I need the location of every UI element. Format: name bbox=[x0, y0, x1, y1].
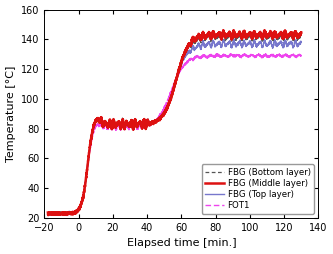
FBG (Top layer) bbox=[90, 132, 94, 135]
Line: FBG (Middle layer): FBG (Middle layer) bbox=[48, 30, 301, 215]
FBG (Top layer) bbox=[294, 42, 298, 45]
FBG (Middle layer) bbox=[143, 123, 147, 126]
FBG (Top layer) bbox=[299, 41, 303, 44]
FBG (Middle layer) bbox=[299, 31, 303, 34]
FBG (Top layer) bbox=[154, 120, 158, 123]
Line: FOT1: FOT1 bbox=[48, 54, 301, 215]
FBG (Bottom layer) bbox=[54, 214, 58, 217]
FBG (Bottom layer) bbox=[75, 210, 79, 213]
FBG (Top layer) bbox=[232, 38, 236, 41]
Line: FBG (Top layer): FBG (Top layer) bbox=[48, 39, 301, 215]
FBG (Bottom layer) bbox=[143, 123, 147, 126]
Y-axis label: Temperature [°C]: Temperature [°C] bbox=[6, 66, 16, 162]
FOT1 bbox=[299, 53, 303, 56]
FBG (Top layer) bbox=[267, 42, 271, 45]
Legend: FBG (Bottom layer), FBG (Middle layer), FBG (Top layer), FOT1: FBG (Bottom layer), FBG (Middle layer), … bbox=[202, 164, 314, 214]
FBG (Bottom layer) bbox=[90, 132, 94, 135]
FBG (Bottom layer) bbox=[154, 119, 158, 122]
FOT1 bbox=[267, 55, 271, 58]
FBG (Bottom layer) bbox=[294, 35, 298, 38]
FBG (Top layer) bbox=[75, 209, 79, 212]
FBG (Top layer) bbox=[46, 212, 50, 215]
FOT1 bbox=[294, 55, 298, 58]
FBG (Top layer) bbox=[143, 123, 147, 126]
FOT1 bbox=[283, 52, 287, 55]
FBG (Middle layer) bbox=[46, 214, 50, 217]
FBG (Bottom layer) bbox=[242, 31, 246, 34]
FOT1 bbox=[143, 124, 147, 127]
X-axis label: Elapsed time [min.]: Elapsed time [min.] bbox=[127, 239, 236, 248]
FBG (Bottom layer) bbox=[299, 33, 303, 36]
Line: FBG (Bottom layer): FBG (Bottom layer) bbox=[48, 33, 301, 215]
FBG (Middle layer) bbox=[154, 121, 158, 124]
FBG (Top layer) bbox=[51, 214, 55, 217]
FOT1 bbox=[154, 119, 158, 122]
FBG (Bottom layer) bbox=[267, 35, 271, 38]
FBG (Middle layer) bbox=[294, 32, 298, 35]
FBG (Middle layer) bbox=[221, 29, 225, 32]
FOT1 bbox=[75, 208, 79, 211]
FBG (Middle layer) bbox=[46, 211, 50, 214]
FBG (Middle layer) bbox=[75, 210, 79, 213]
FBG (Middle layer) bbox=[90, 133, 94, 136]
FOT1 bbox=[90, 137, 94, 140]
FBG (Middle layer) bbox=[267, 33, 271, 36]
FOT1 bbox=[46, 212, 50, 215]
FBG (Bottom layer) bbox=[46, 212, 50, 215]
FOT1 bbox=[49, 214, 53, 217]
